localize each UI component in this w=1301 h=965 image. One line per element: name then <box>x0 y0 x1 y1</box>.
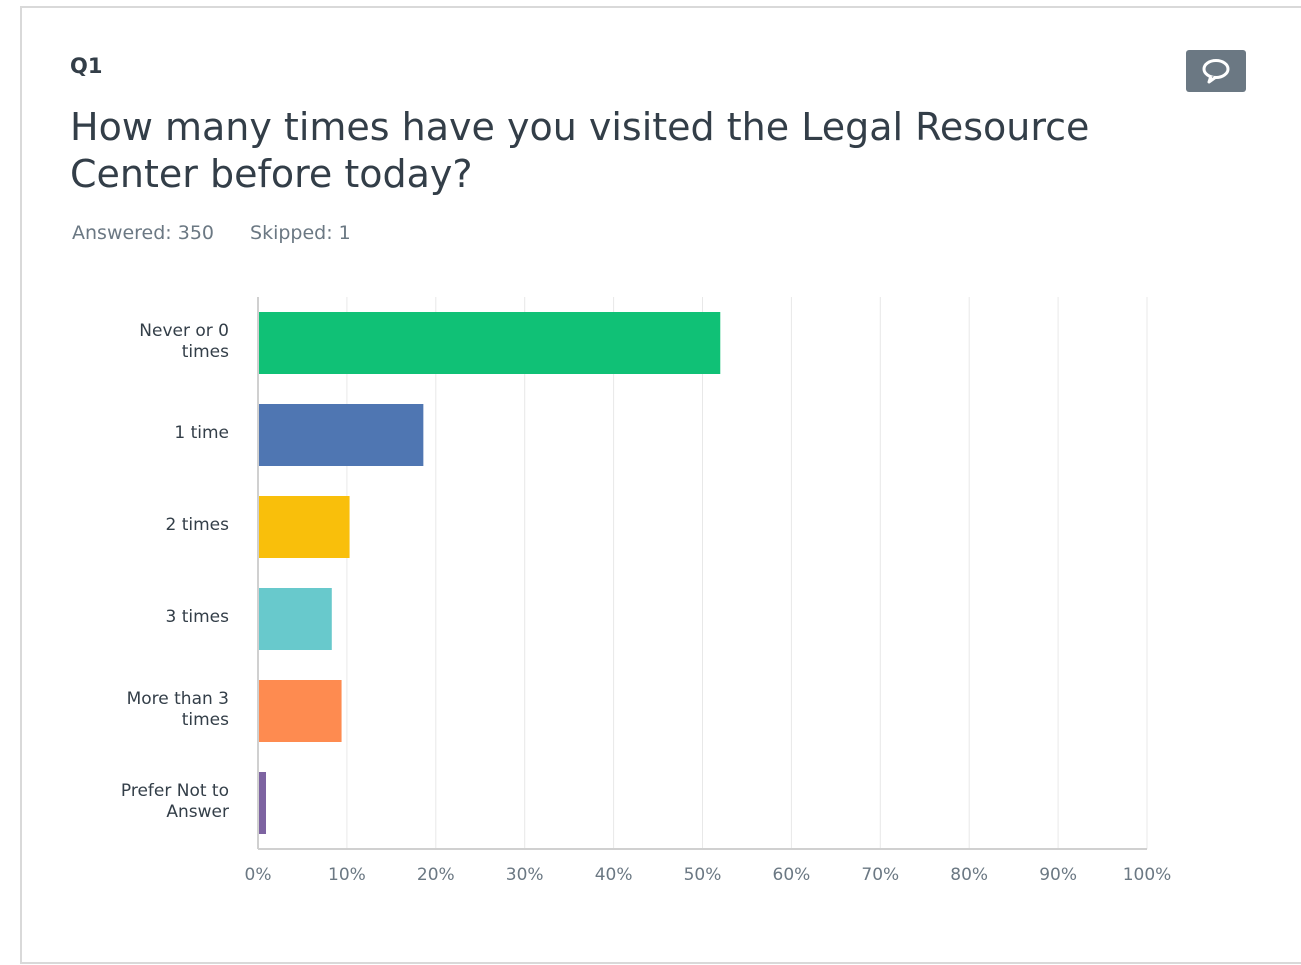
skipped-count: Skipped: 1 <box>250 222 351 244</box>
category-label: 1 time <box>174 423 229 443</box>
category-label: More than 3 times <box>127 689 230 730</box>
x-tick-label: 30% <box>506 865 544 885</box>
question-number: Q1 <box>70 54 103 78</box>
category-label: Prefer Not to Answer <box>121 781 229 822</box>
x-tick-label: 50% <box>684 865 722 885</box>
comment-button[interactable] <box>1186 50 1246 92</box>
bar <box>259 588 332 650</box>
x-tick-label: 100% <box>1123 865 1172 885</box>
bar <box>259 496 350 558</box>
answered-count: Answered: 350 <box>72 222 215 244</box>
x-tick-label: 10% <box>328 865 366 885</box>
x-tick-label: 60% <box>773 865 811 885</box>
comment-bubble-icon <box>1202 59 1230 84</box>
bar <box>259 680 342 742</box>
x-tick-label: 90% <box>1039 865 1077 885</box>
question-card: Q1 How many times have you visited the L… <box>20 6 1301 964</box>
x-tick-label: 70% <box>861 865 899 885</box>
response-stats: Answered: 350 Skipped: 1 <box>72 222 351 244</box>
x-tick-label: 20% <box>417 865 455 885</box>
question-title: How many times have you visited the Lega… <box>70 105 1090 196</box>
bar <box>259 404 424 466</box>
x-tick-label: 80% <box>950 865 988 885</box>
category-label: 2 times <box>166 515 230 535</box>
x-tick-label: 0% <box>245 865 272 885</box>
bar <box>259 312 721 374</box>
bar <box>259 772 267 834</box>
category-label: 3 times <box>166 607 230 627</box>
category-label: Never or 0 times <box>139 321 229 362</box>
x-tick-label: 40% <box>595 865 633 885</box>
